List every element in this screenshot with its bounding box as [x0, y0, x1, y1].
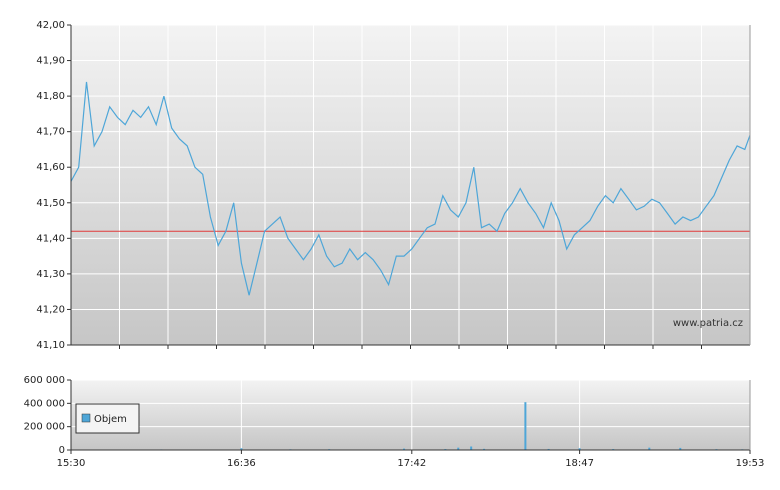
legend-swatch: [81, 413, 91, 423]
volume-bar: [240, 448, 243, 450]
y-tick-label: 0: [59, 445, 65, 456]
x-tick-label: 17:42: [397, 458, 426, 469]
y-tick-label: 41,50: [36, 198, 65, 209]
x-tick-label: 15:30: [57, 458, 86, 469]
volume-bar: [457, 447, 460, 450]
x-tick-label: 19:53: [736, 458, 765, 469]
volume-bar: [648, 447, 651, 450]
volume-bar: [403, 448, 406, 450]
volume-bar: [547, 448, 550, 450]
price-line: [70, 81, 751, 296]
x-tick-label: 18:47: [565, 458, 594, 469]
y-tick-label: 600 000: [24, 375, 65, 386]
y-tick-label: 42,00: [36, 20, 65, 31]
volume-bar: [524, 402, 527, 450]
watermark: www.patria.cz: [673, 318, 743, 329]
volume-bar: [470, 446, 473, 450]
y-tick-label: 41,40: [36, 233, 65, 244]
volume-bar: [679, 447, 682, 450]
legend-label: Objem: [94, 414, 127, 425]
y-tick-label: 41,30: [36, 269, 65, 280]
y-tick-label: 41,70: [36, 127, 65, 138]
y-tick-label: 200 000: [24, 422, 65, 433]
x-tick-label: 16:36: [227, 458, 256, 469]
volume-bar: [483, 448, 486, 450]
y-tick-label: 41,20: [36, 304, 65, 315]
y-tick-label: 41,90: [36, 56, 65, 67]
y-tick-label: 41,80: [36, 91, 65, 102]
y-tick-label: 400 000: [24, 398, 65, 409]
volume-bar: [578, 448, 581, 450]
y-tick-label: 41,60: [36, 162, 65, 173]
y-tick-label: 41,10: [36, 340, 65, 351]
volume-plot-area: [71, 380, 750, 450]
